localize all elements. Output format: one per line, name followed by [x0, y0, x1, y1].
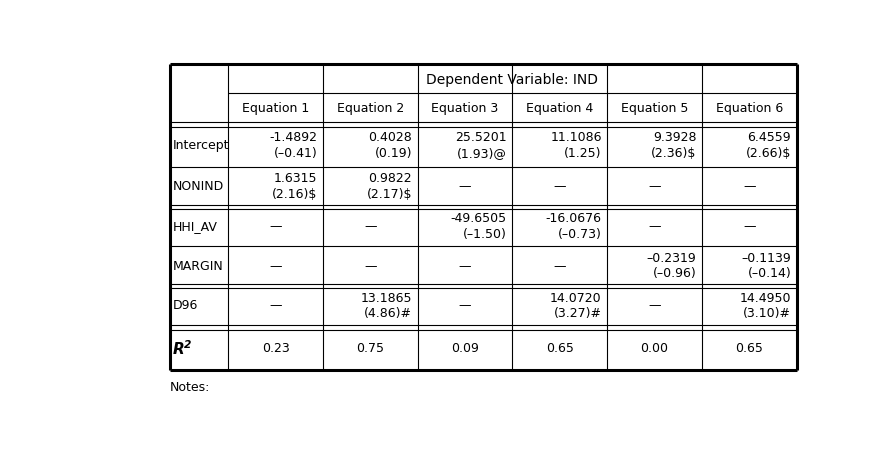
Text: 0.9822: 0.9822	[369, 172, 412, 185]
Text: (–0.96): (–0.96)	[653, 267, 696, 280]
Text: (–0.73): (–0.73)	[557, 227, 602, 240]
Text: (1.25): (1.25)	[565, 147, 602, 159]
Text: 11.1086: 11.1086	[550, 131, 602, 144]
Text: —: —	[743, 219, 756, 233]
Text: —: —	[364, 219, 377, 233]
Text: Equation 5: Equation 5	[621, 102, 688, 115]
Text: 14.0720: 14.0720	[550, 291, 602, 304]
Text: —: —	[459, 180, 471, 193]
Text: $\bfit{R}^2$: $\bfit{R}^2$	[172, 339, 192, 357]
Text: (0.19): (0.19)	[374, 147, 412, 159]
Text: 0.75: 0.75	[356, 341, 384, 354]
Text: (–0.41): (–0.41)	[274, 147, 317, 159]
Text: 0.09: 0.09	[451, 341, 479, 354]
Text: HHI_AV: HHI_AV	[173, 219, 218, 233]
Text: 0.23: 0.23	[261, 341, 290, 354]
Text: Equation 2: Equation 2	[337, 102, 404, 115]
Text: 14.4950: 14.4950	[740, 291, 791, 304]
Text: (2.16)$: (2.16)$	[272, 187, 317, 201]
Text: 13.1865: 13.1865	[361, 291, 412, 304]
Text: (4.86)#: (4.86)#	[364, 306, 412, 319]
Text: (3.27)#: (3.27)#	[554, 306, 602, 319]
Text: Equation 4: Equation 4	[526, 102, 594, 115]
Text: (1.93)@: (1.93)@	[457, 147, 507, 159]
Text: –0.1139: –0.1139	[741, 251, 791, 264]
Text: MARGIN: MARGIN	[173, 259, 224, 272]
Text: —: —	[459, 259, 471, 272]
Text: D96: D96	[173, 298, 198, 312]
Text: —: —	[648, 219, 661, 233]
Text: —: —	[364, 259, 377, 272]
Text: (3.10)#: (3.10)#	[743, 306, 791, 319]
Text: 0.65: 0.65	[546, 341, 573, 354]
Text: 0.4028: 0.4028	[368, 131, 412, 144]
Text: —: —	[269, 298, 282, 312]
Text: Intercept: Intercept	[173, 139, 229, 152]
Text: (–1.50): (–1.50)	[463, 227, 507, 240]
Text: -49.6505: -49.6505	[451, 212, 507, 225]
Text: Dependent Variable: IND: Dependent Variable: IND	[427, 73, 598, 86]
Text: —: —	[269, 219, 282, 233]
Text: Equation 1: Equation 1	[242, 102, 309, 115]
Text: —: —	[269, 259, 282, 272]
Text: Equation 6: Equation 6	[716, 102, 783, 115]
Text: (2.66)$: (2.66)$	[746, 147, 791, 159]
Text: 0.00: 0.00	[641, 341, 669, 354]
Text: —: —	[554, 259, 566, 272]
Text: (–0.14): (–0.14)	[748, 267, 791, 280]
Text: Notes:: Notes:	[170, 380, 210, 394]
Text: -1.4892: -1.4892	[269, 131, 317, 144]
Text: 9.3928: 9.3928	[653, 131, 696, 144]
Text: 1.6315: 1.6315	[274, 172, 317, 185]
Text: —: —	[743, 180, 756, 193]
Text: —: —	[554, 180, 566, 193]
Text: 25.5201: 25.5201	[455, 131, 507, 144]
Text: 6.4559: 6.4559	[748, 131, 791, 144]
Text: —: —	[459, 298, 471, 312]
Text: (2.36)$: (2.36)$	[651, 147, 696, 159]
Text: Equation 3: Equation 3	[431, 102, 499, 115]
Text: —: —	[648, 298, 661, 312]
Text: NONIND: NONIND	[173, 180, 224, 193]
Text: 0.65: 0.65	[735, 341, 764, 354]
Text: -16.0676: -16.0676	[546, 212, 602, 225]
Text: –0.2319: –0.2319	[646, 251, 696, 264]
Text: (2.17)$: (2.17)$	[366, 187, 412, 201]
Text: —: —	[648, 180, 661, 193]
